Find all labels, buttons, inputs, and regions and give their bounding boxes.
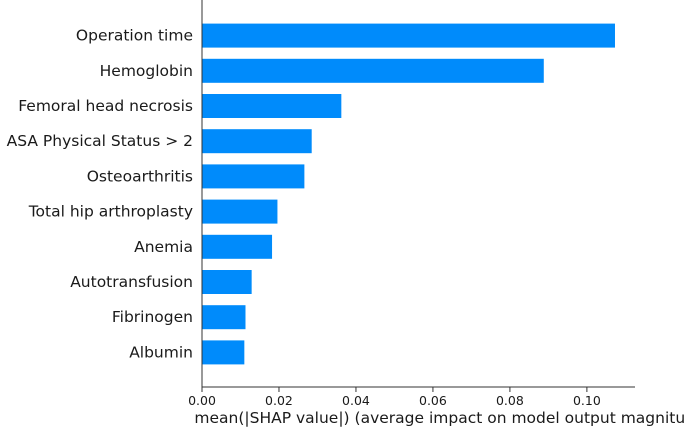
bar-7 (202, 270, 252, 294)
bar-6 (202, 234, 273, 259)
x-tick-label: 0.00 (188, 393, 216, 408)
category-label: Operation time (76, 27, 193, 45)
category-label: Anemia (134, 238, 193, 256)
bar-1 (202, 58, 544, 83)
category-label: Hemoglobin (100, 62, 193, 80)
bar-8 (202, 305, 246, 330)
x-axis-ticks: 0.00 0.02 0.04 0.06 0.08 0.10 (188, 387, 601, 408)
bar-0 (202, 23, 615, 48)
category-label: Albumin (129, 343, 193, 361)
x-tick-label: 0.08 (496, 393, 524, 408)
bar-3 (202, 129, 312, 154)
category-label: ASA Physical Status > 2 (7, 132, 193, 150)
bar-5 (202, 199, 278, 224)
bars-group (202, 23, 615, 365)
x-axis-label: mean(|SHAP value|) (average impact on mo… (194, 409, 685, 427)
category-label: Total hip arthroplasty (28, 203, 193, 221)
category-label: Osteoarthritis (87, 167, 193, 185)
x-tick-label: 0.06 (419, 393, 447, 408)
bar-9 (202, 340, 245, 365)
x-tick-label: 0.10 (573, 393, 601, 408)
x-tick-label: 0.02 (265, 393, 293, 408)
category-label: Autotransfusion (70, 273, 193, 291)
bar-2 (202, 94, 342, 118)
category-label: Fibrinogen (112, 308, 193, 326)
category-label: Femoral head necrosis (18, 97, 193, 115)
bar-4 (202, 164, 305, 189)
category-labels: Operation time Hemoglobin Femoral head nec… (7, 27, 193, 362)
x-tick-label: 0.04 (342, 393, 370, 408)
